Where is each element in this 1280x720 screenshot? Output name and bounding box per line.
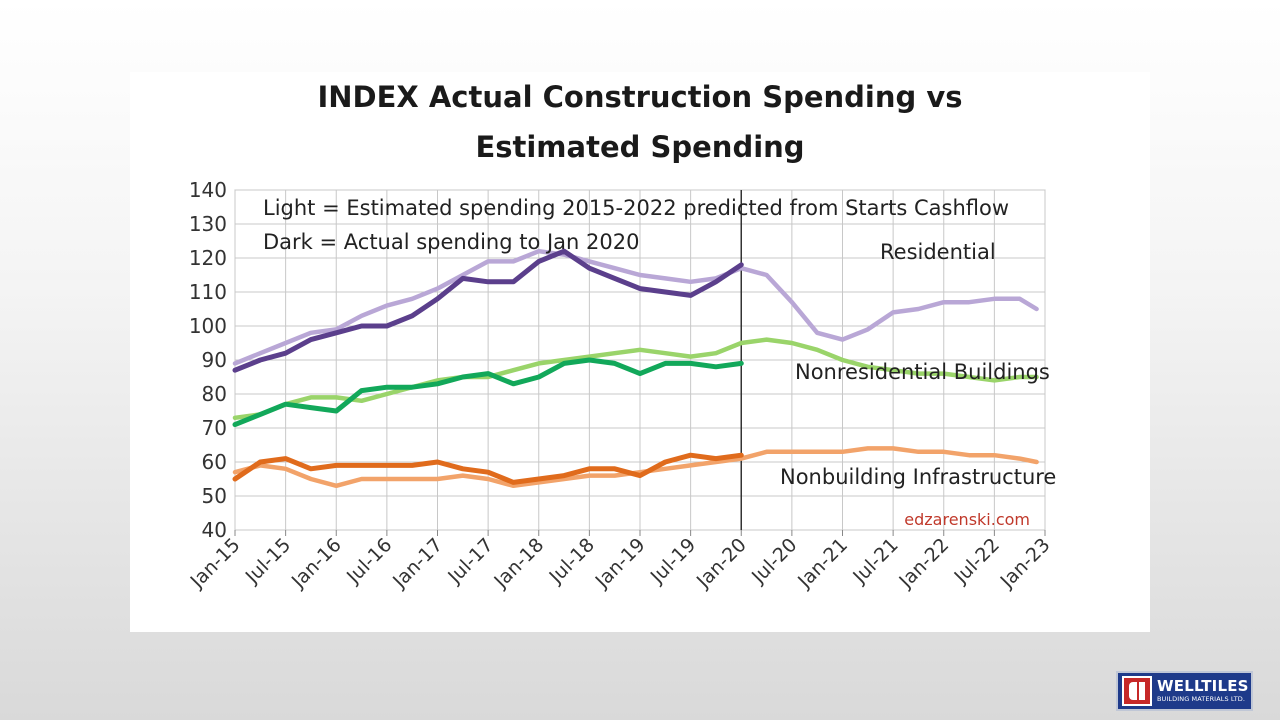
y-tick-label: 130 [189, 212, 227, 236]
x-tick-label: Jul-16 [342, 534, 396, 588]
y-tick-label: 60 [202, 450, 227, 474]
x-tick-label: Jan-15 [186, 534, 245, 593]
x-tick-label: Jul-22 [949, 534, 1003, 588]
y-tick-label: 70 [202, 416, 227, 440]
welltiles-logo: WELLTILES BUILDING MATERIALS LTD. [1116, 671, 1253, 711]
y-tick-label: 100 [189, 314, 227, 338]
series-line-infrastructure-actual [232, 452, 744, 485]
slide-panel: INDEX Actual Construction Spending vs Es… [130, 72, 1150, 632]
x-tick-label: Jul-20 [747, 534, 801, 588]
x-tick-label: Jul-21 [848, 534, 902, 588]
y-tick-label: 140 [189, 178, 227, 202]
chart-title-line-2: Estimated Spending [475, 130, 805, 164]
chart-title: INDEX Actual Construction Spending vs Es… [130, 72, 1150, 172]
y-tick-label: 40 [202, 518, 227, 542]
label-nonbuilding-infrastructure: Nonbuilding Infrastructure [780, 465, 1056, 489]
x-tick-label: Jan-18 [489, 534, 548, 593]
y-tick-label: 120 [189, 246, 227, 270]
series-line-infrastructure-estimated [232, 446, 1039, 489]
x-tick-label: Jul-18 [544, 534, 598, 588]
x-tick-label: Jan-16 [287, 534, 346, 593]
x-tick-label: Jan-19 [591, 534, 650, 593]
label-residential: Residential [880, 240, 996, 264]
series-line-nonresidential-estimated [232, 337, 1039, 421]
x-tick-label: Jul-17 [443, 534, 497, 588]
logo-mark-icon [1122, 676, 1152, 706]
legend-note-dark: Dark = Actual spending to Jan 2020 [263, 230, 639, 254]
series-line-residential-estimated [232, 248, 1039, 366]
x-tick-label: Jan-23 [996, 534, 1055, 593]
series-line-nonresidential-actual [232, 357, 744, 428]
y-tick-label: 50 [202, 484, 227, 508]
x-tick-label: Jul-19 [646, 534, 700, 588]
logo-subtitle: BUILDING MATERIALS LTD. [1157, 695, 1246, 703]
y-tick-label: 80 [202, 382, 227, 406]
legend-note-light: Light = Estimated spending 2015-2022 pre… [263, 196, 1009, 220]
chart-title-line-1: INDEX Actual Construction Spending vs [317, 80, 963, 114]
x-tick-label: Jul-15 [241, 534, 295, 588]
label-nonresidential-buildings: Nonresidential Buildings [795, 360, 1050, 384]
line-chart: 405060708090100110120130140Jan-15Jul-15J… [186, 178, 1057, 593]
x-tick-label: Jan-17 [388, 534, 447, 593]
y-tick-label: 110 [189, 280, 227, 304]
series-line-residential-actual [232, 248, 744, 373]
x-tick-label: Jan-20 [692, 534, 751, 593]
y-tick-label: 90 [202, 348, 227, 372]
logo-name: WELLTILES [1157, 677, 1249, 695]
source-label: edzarenski.com [904, 510, 1030, 529]
x-tick-label: Jan-21 [793, 534, 852, 593]
x-tick-label: Jan-22 [894, 534, 953, 593]
